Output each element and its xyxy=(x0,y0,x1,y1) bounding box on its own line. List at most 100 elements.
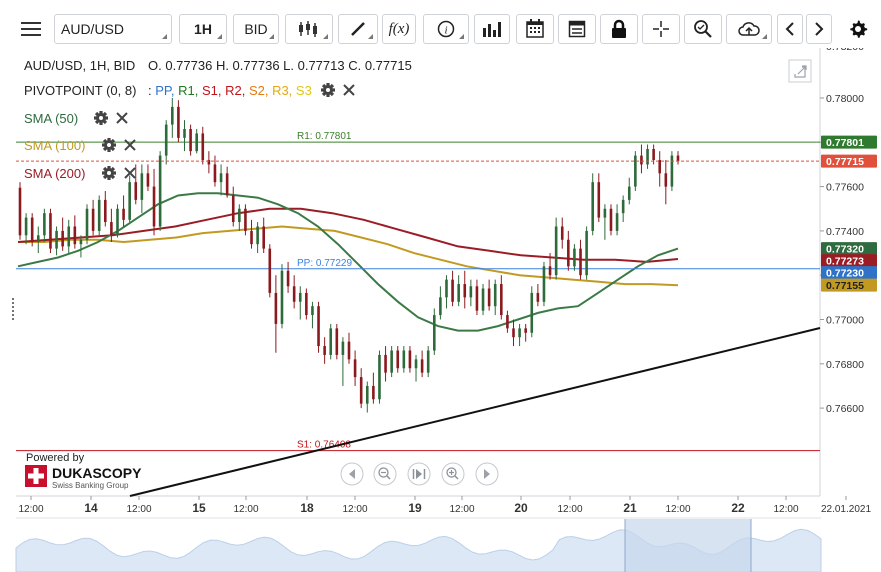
calendar-button[interactable] xyxy=(516,14,554,44)
zoom-button[interactable] xyxy=(684,14,722,44)
price-tick-label: 0.78000 xyxy=(826,93,864,105)
candle-body xyxy=(560,226,564,240)
candle xyxy=(396,346,400,373)
scroll-forward-button[interactable] xyxy=(806,14,832,44)
candle-body xyxy=(591,182,595,231)
candle xyxy=(493,279,497,316)
function-icon: f(x) xyxy=(388,20,410,37)
instrument-selector[interactable]: AUD/USD xyxy=(54,14,172,44)
candle xyxy=(201,126,205,165)
pivot-legend-item: R1, xyxy=(178,83,202,98)
timeframe-selector[interactable]: 1H xyxy=(179,14,227,44)
side-selector[interactable]: BID xyxy=(233,14,279,44)
candle xyxy=(420,350,424,378)
crosshair-button[interactable] xyxy=(642,14,680,44)
time-axis: 12:00 14 12:00 15 12:00 18 12:00 19 12:00 20 12:00… xyxy=(18,496,871,515)
price-chart[interactable]: R1: 0.77801 PP: 0.77229 S1: 0.76408 0.7800… xyxy=(0,48,881,572)
chart-type-button[interactable] xyxy=(285,14,333,44)
pivot-legend-item: S3 xyxy=(296,83,312,98)
instrument-label: AUD/USD xyxy=(61,21,125,37)
candle xyxy=(268,244,272,298)
price-tick-label: 0.77000 xyxy=(826,315,864,327)
indicator-settings-icon[interactable] xyxy=(94,111,108,125)
candle xyxy=(640,144,643,174)
menu-button[interactable] xyxy=(14,14,48,44)
candle xyxy=(365,381,369,413)
indicators-button[interactable] xyxy=(474,14,510,44)
brand-name: DUKASCOPY xyxy=(52,465,142,481)
candle xyxy=(231,186,235,227)
report-button[interactable] xyxy=(558,14,596,44)
candle-body xyxy=(439,297,442,316)
candle-body xyxy=(408,350,412,369)
navigator-window[interactable] xyxy=(625,519,751,572)
candle-body xyxy=(274,292,278,324)
candle xyxy=(445,275,448,309)
candle xyxy=(426,346,430,378)
indicator-remove-icon[interactable] xyxy=(124,139,136,151)
reset-view-button[interactable] xyxy=(407,462,431,486)
pivot-level-label: R1: 0.77801 xyxy=(297,131,352,142)
draw-button[interactable] xyxy=(338,14,378,44)
candle xyxy=(298,286,302,320)
pivot-indicator-name: PIVOTPOINT (0, 8) xyxy=(24,83,136,98)
settings-button[interactable] xyxy=(843,14,873,44)
function-button[interactable]: f(x) xyxy=(382,14,416,44)
zoom-out-icon xyxy=(378,467,391,480)
scroll-back-button[interactable] xyxy=(777,14,803,44)
chevron-left-icon xyxy=(785,22,794,36)
candle xyxy=(621,195,625,223)
pivot-remove-icon[interactable] xyxy=(343,84,355,96)
candle xyxy=(213,155,217,187)
candle xyxy=(512,319,515,347)
candle xyxy=(402,346,406,373)
scroll-right-button[interactable] xyxy=(475,462,499,486)
candle xyxy=(250,219,253,249)
candle-body xyxy=(85,208,89,240)
pivot-settings-icon[interactable] xyxy=(321,83,335,97)
candle-body xyxy=(524,328,527,333)
candle xyxy=(36,226,40,254)
candle xyxy=(305,288,308,320)
candle-body xyxy=(414,359,418,369)
draw-icon xyxy=(351,22,365,36)
candle xyxy=(189,124,192,156)
candle-body xyxy=(469,286,473,298)
zoom-out-button[interactable] xyxy=(373,462,397,486)
svg-text:0.77155: 0.77155 xyxy=(826,280,864,292)
candle-body xyxy=(621,199,625,214)
indicator-label: SMA (50) xyxy=(24,111,78,126)
price-tick-label: 0.76600 xyxy=(826,403,864,415)
indicator-legend-item: SMA (200) xyxy=(24,166,136,181)
indicator-remove-icon[interactable] xyxy=(116,112,128,124)
indicator-legend: SMA (50) SMA (100) SMA (200) xyxy=(24,111,136,181)
info-button[interactable]: i xyxy=(423,14,469,44)
candle xyxy=(85,204,89,245)
indicator-remove-icon[interactable] xyxy=(124,167,136,179)
candle xyxy=(292,275,296,309)
candle xyxy=(219,164,223,196)
candle xyxy=(61,217,64,251)
svg-text:0.77230: 0.77230 xyxy=(826,268,864,280)
pivot-indicator-tools xyxy=(321,83,355,97)
candle xyxy=(536,284,540,307)
timeframe-label: 1H xyxy=(194,21,212,37)
indicator-settings-icon[interactable] xyxy=(102,138,116,152)
candle-body xyxy=(250,230,253,245)
indicator-settings-icon[interactable] xyxy=(102,166,116,180)
maximize-button[interactable] xyxy=(788,59,812,83)
time-tick-label: 12:00 xyxy=(449,504,474,515)
candle-body xyxy=(43,213,46,236)
scroll-left-button[interactable] xyxy=(340,462,364,486)
upload-button[interactable] xyxy=(726,14,772,44)
scroll-right-icon xyxy=(484,469,490,479)
zoom-in-button[interactable] xyxy=(441,462,465,486)
zoom-icon xyxy=(694,20,712,38)
candle-body xyxy=(378,354,381,400)
time-tick-label: 12:00 xyxy=(18,504,43,515)
lock-button[interactable] xyxy=(600,14,638,44)
candle xyxy=(177,100,180,143)
overview-navigator[interactable] xyxy=(15,517,822,572)
candle-body xyxy=(262,226,266,249)
candle xyxy=(341,337,345,386)
